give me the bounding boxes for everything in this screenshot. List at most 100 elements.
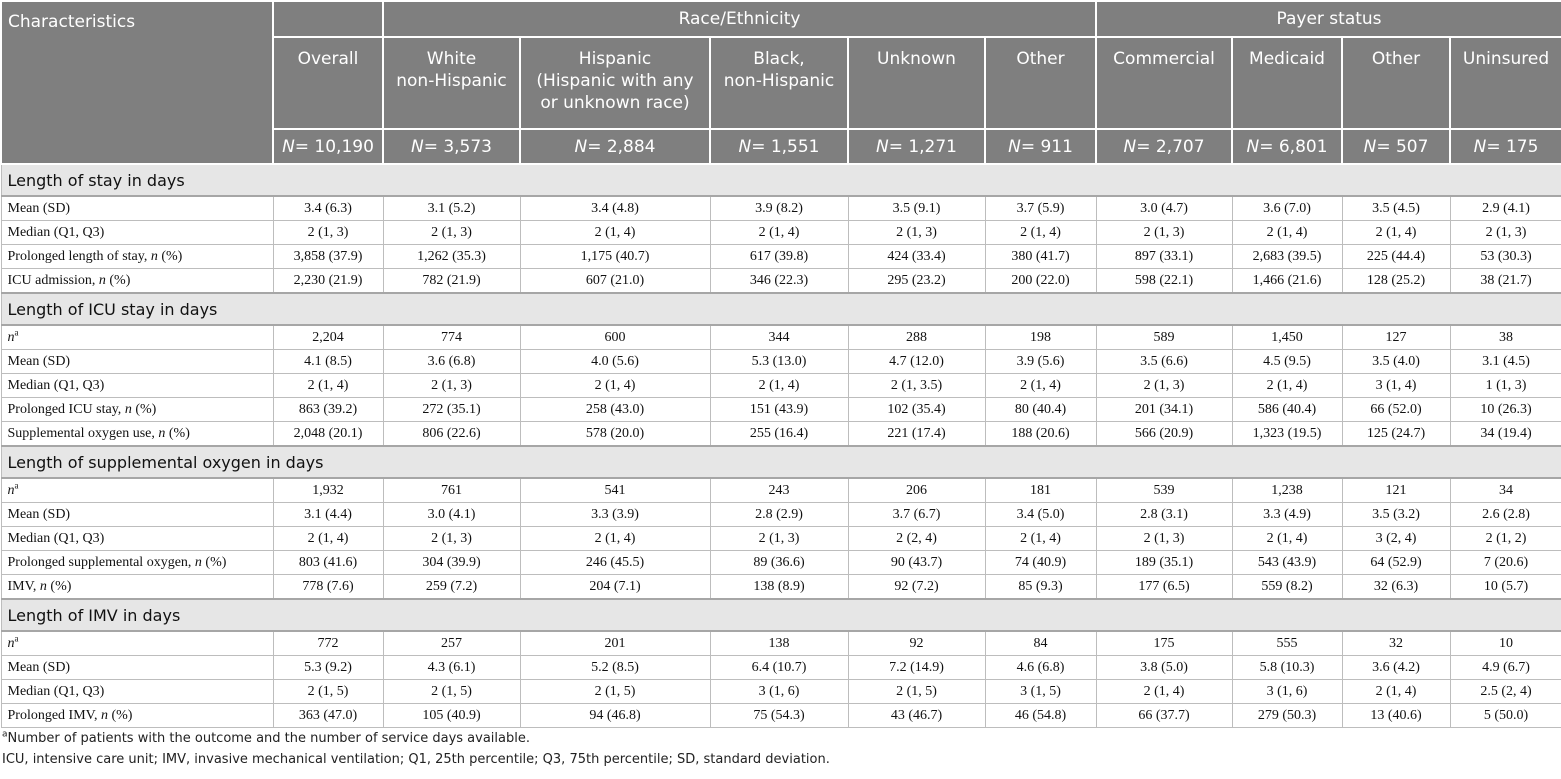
table-cell: 2,204	[272, 324, 384, 350]
table-cell: 3 (1, 6)	[1231, 679, 1343, 704]
table-cell: 2 (1, 3)	[709, 526, 849, 551]
table-cell: 138	[709, 630, 849, 656]
table-cell: 2 (1, 4)	[1231, 220, 1343, 245]
table-cell: 803 (41.6)	[272, 550, 384, 575]
col-white-line1: White	[426, 49, 477, 69]
col-white-line2: non-Hispanic	[396, 71, 507, 91]
row-label-n: n	[7, 635, 15, 651]
col-black: Black, non-Hispanic	[709, 36, 849, 130]
table-cell: 424 (33.4)	[847, 244, 986, 269]
table-row: Prolonged length of stay, n (%) 3,858 (37…	[0, 244, 1561, 269]
table-cell: 4.7 (12.0)	[847, 349, 986, 374]
n-commercial: N= 2,707	[1095, 128, 1234, 165]
n-symbol: N	[282, 136, 295, 157]
table-cell: 94 (46.8)	[519, 703, 711, 728]
table-cell: 2,230 (21.9)	[272, 268, 384, 294]
col-uninsured: Uninsured	[1449, 36, 1561, 130]
row-label: Prolonged ICU stay, n (%)	[0, 397, 274, 422]
table-cell: 201 (34.1)	[1095, 397, 1233, 422]
table-cell: 66 (52.0)	[1341, 397, 1451, 422]
table-cell: 34	[1449, 477, 1561, 503]
row-label-n: n	[98, 272, 106, 288]
table-cell: 225 (44.4)	[1341, 244, 1451, 269]
row-label-text: Median (Q1, Q3)	[7, 530, 105, 546]
row-label-text: ICU admission,	[7, 272, 99, 288]
table-cell: 279 (50.3)	[1231, 703, 1343, 728]
table-cell: 43 (46.7)	[847, 703, 986, 728]
table-cell: 2 (1, 4)	[272, 373, 384, 398]
table-row: na 772 257 201 138 92 84 175 555 32 10	[0, 630, 1561, 656]
n-other-payer: N= 507	[1341, 128, 1452, 165]
table-row: Mean (SD) 3.1 (4.4) 3.0 (4.1) 3.3 (3.9) 2.8 …	[0, 502, 1561, 527]
table-cell: 2 (1, 3)	[847, 220, 986, 245]
table-cell: 778 (7.6)	[272, 574, 384, 600]
table-cell: 1,238	[1231, 477, 1343, 503]
row-label-n: n	[7, 329, 15, 345]
table-cell: 181	[984, 477, 1097, 503]
table-cell: 3.5 (4.5)	[1341, 195, 1451, 221]
section-title: Length of IMV in days	[0, 598, 1561, 632]
table-cell: 3.0 (4.1)	[382, 502, 521, 527]
table-cell: 34 (19.4)	[1449, 421, 1561, 447]
table-cell: 3.1 (5.2)	[382, 195, 521, 221]
row-label-text: Median (Q1, Q3)	[7, 683, 105, 699]
table-cell: 380 (41.7)	[984, 244, 1097, 269]
n-symbol: N	[738, 136, 752, 157]
table-cell: 259 (7.2)	[382, 574, 521, 600]
header-race-ethnicity: Race/Ethnicity	[381, 0, 1098, 38]
row-label-text: Mean (SD)	[7, 506, 71, 522]
table-cell: 2.8 (3.1)	[1095, 502, 1233, 527]
table-cell: 589	[1095, 324, 1233, 350]
table-cell: 175	[1095, 630, 1233, 656]
table-cell: 1,323 (19.5)	[1231, 421, 1343, 447]
table-cell: 806 (22.6)	[382, 421, 521, 447]
table-cell: 64 (52.9)	[1341, 550, 1451, 575]
table-cell: 2 (1, 3)	[272, 220, 384, 245]
table-cell: 772	[272, 630, 384, 656]
table-cell: 1,932	[272, 477, 384, 503]
table-cell: 3.5 (4.0)	[1341, 349, 1451, 374]
table-cell: 85 (9.3)	[984, 574, 1097, 600]
n-value: = 1,271	[888, 136, 958, 157]
table-cell: 46 (54.8)	[984, 703, 1097, 728]
col-other-payer: Other	[1341, 36, 1452, 130]
row-label: Prolonged IMV, n (%)	[0, 703, 274, 728]
table-cell: 2 (1, 3)	[382, 373, 521, 398]
table-cell: 80 (40.4)	[984, 397, 1097, 422]
n-symbol: N	[1123, 136, 1137, 157]
footnote-abbreviations: ICU, intensive care unit; IMV, invasive …	[2, 752, 830, 767]
table-cell: 177 (6.5)	[1095, 574, 1233, 600]
table-cell: 2 (1, 5)	[519, 679, 711, 704]
header-characteristics: Characteristics	[0, 0, 274, 165]
col-commercial: Commercial	[1095, 36, 1234, 130]
table-cell: 1,466 (21.6)	[1231, 268, 1343, 294]
col-hispanic: Hispanic (Hispanic with any or unknown r…	[519, 36, 711, 130]
row-label: Median (Q1, Q3)	[0, 373, 274, 398]
table-cell: 4.3 (6.1)	[382, 655, 521, 680]
col-other-race: Other	[983, 36, 1098, 130]
row-label-n: n	[7, 482, 15, 498]
table-cell: 2 (1, 4)	[984, 373, 1097, 398]
table-row: ICU admission, n (%) 2,230 (21.9) 782 (21.…	[0, 268, 1561, 294]
table-cell: 92	[847, 630, 986, 656]
table-cell: 246 (45.5)	[519, 550, 711, 575]
table-cell: 2 (1, 4)	[1231, 526, 1343, 551]
row-label-footnote-marker: a	[14, 326, 19, 337]
row-label-tail: (%)	[201, 554, 227, 570]
row-label: Mean (SD)	[0, 195, 274, 221]
row-label-text: Median (Q1, Q3)	[7, 224, 105, 240]
table-cell: 2 (1, 4)	[272, 526, 384, 551]
table-cell: 346 (22.3)	[709, 268, 849, 294]
table-cell: 3 (1, 5)	[984, 679, 1097, 704]
row-label-text: Prolonged ICU stay,	[7, 401, 125, 417]
table-cell: 7 (20.6)	[1449, 550, 1561, 575]
table-cell: 201	[519, 630, 711, 656]
table-cell: 3.4 (6.3)	[272, 195, 384, 221]
row-label: Median (Q1, Q3)	[0, 526, 274, 551]
table-cell: 1,175 (40.7)	[519, 244, 711, 269]
row-label: Mean (SD)	[0, 349, 274, 374]
table-row: Mean (SD) 5.3 (9.2) 4.3 (6.1) 5.2 (8.5) 6.4 …	[0, 655, 1561, 680]
section-header-row: Length of stay in days	[0, 163, 1561, 197]
n-overall: N= 10,190	[272, 128, 384, 165]
